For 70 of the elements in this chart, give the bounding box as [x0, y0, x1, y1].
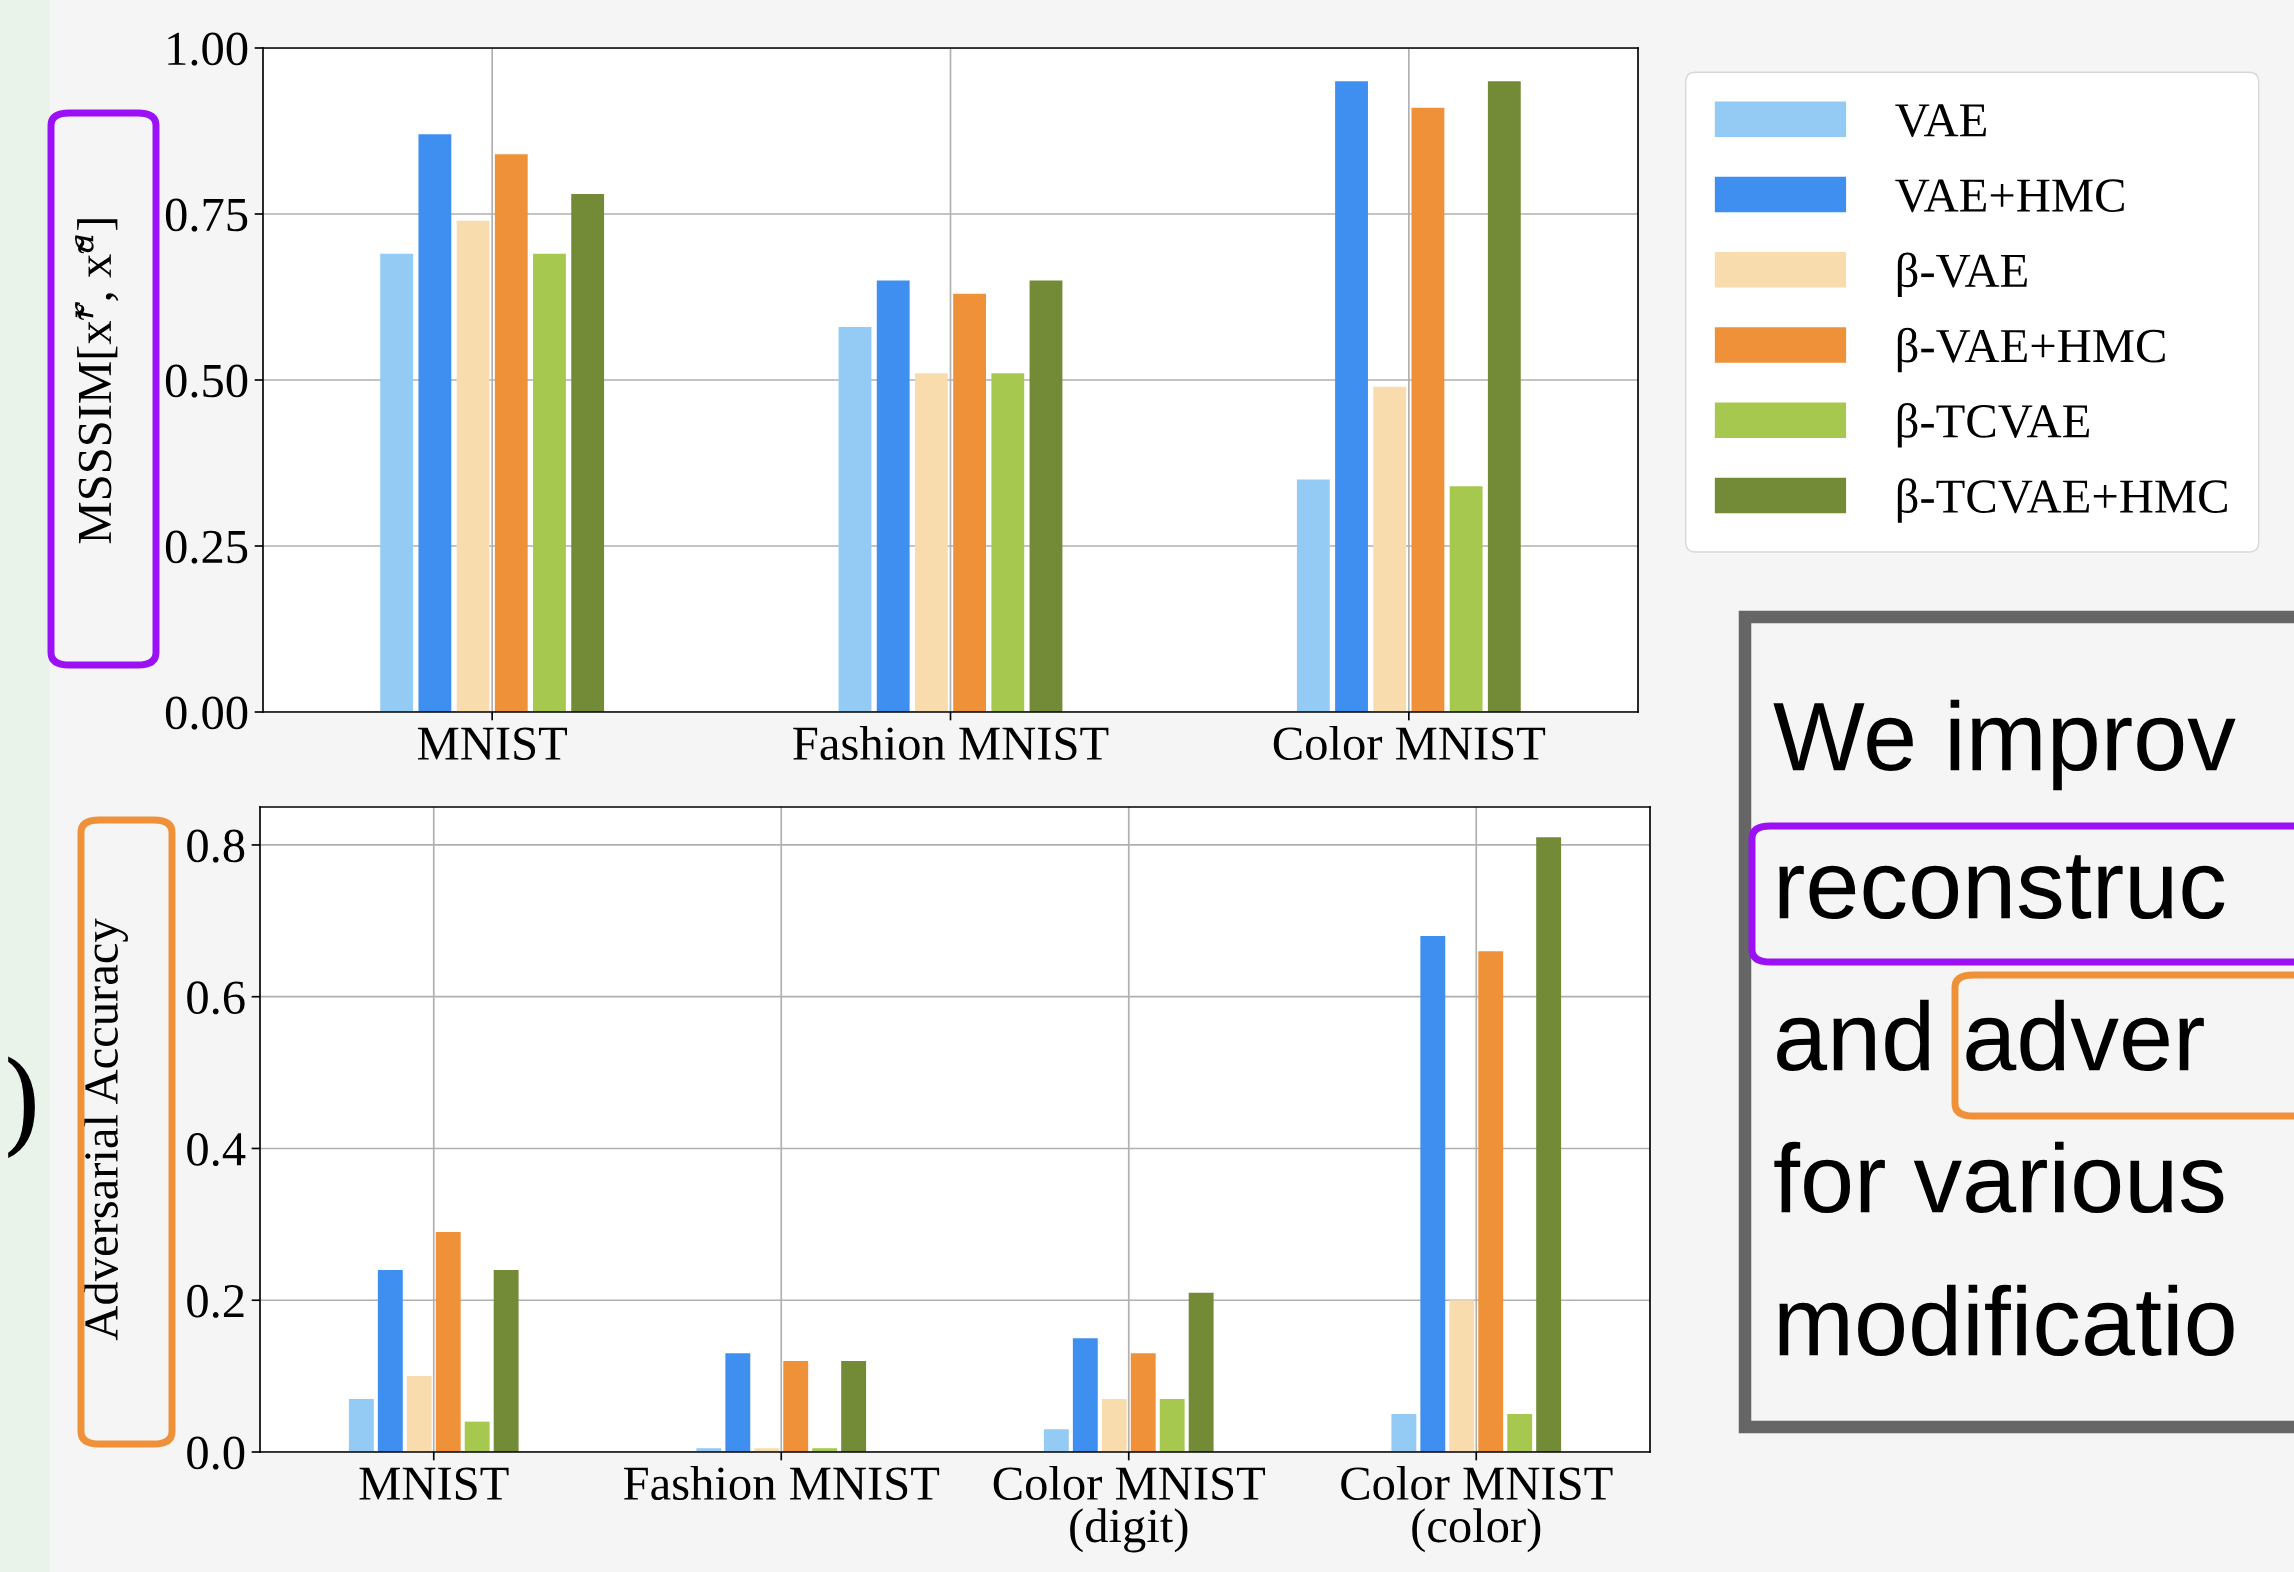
bar [493, 1269, 519, 1452]
bar [838, 326, 872, 712]
bar [435, 1231, 461, 1452]
text: reconstruc [1779, 855, 2225, 920]
text: ) [8, 1056, 35, 1159]
text: and adver [1777, 999, 2204, 1072]
y-tick-label: 0.75 [165, 198, 248, 232]
bar [377, 1269, 403, 1452]
y-tick-label: 0.00 [165, 696, 248, 730]
bar [783, 1360, 809, 1452]
bar [953, 293, 987, 712]
bar [1391, 1414, 1417, 1452]
bar [1449, 1300, 1475, 1452]
bar [1043, 1429, 1069, 1452]
text: modificatio [1779, 1284, 2234, 1357]
bar [494, 154, 528, 712]
bar [1296, 479, 1330, 712]
legend-label: β-TCVAE [1897, 403, 2089, 448]
y-tick-label: 0.8 [187, 829, 245, 863]
y-tick-label: 0.50 [165, 364, 248, 398]
x-tick-label: Color MNIST (color) [1341, 1465, 1613, 1553]
legend-label: VAE+HMC [1895, 179, 2124, 213]
legend-label: β-VAE+HMC [1897, 327, 2165, 373]
y-tick-label: 0.2 [187, 1284, 244, 1318]
y-tick-label: 0.6 [187, 981, 245, 1015]
y-tick-label: 1.00 [168, 32, 248, 66]
legend-label: β-TCVAE+HMC [1897, 478, 2227, 523]
legend-label: β-VAE [1897, 252, 2027, 298]
bar [1188, 1292, 1214, 1452]
bar [1478, 951, 1504, 1452]
x-tick-label: MNIST [359, 1467, 509, 1501]
x-tick-label: Fashion MNIST [793, 725, 1109, 761]
bar [1335, 81, 1368, 712]
text: We improv [1773, 699, 2236, 791]
bar [914, 373, 948, 712]
x-tick-label: Color MNIST (digit) [993, 1465, 1266, 1553]
legend-label: VAE [1895, 104, 1986, 137]
x-tick-label: Fashion MNIST [623, 1465, 940, 1501]
bar [1130, 1353, 1156, 1452]
bar [1507, 1414, 1533, 1452]
y-axis-title: Adversarial Accuracy [83, 918, 128, 1341]
x-tick-label: Color MNIST [1273, 725, 1546, 761]
bar [1449, 486, 1483, 712]
bar [464, 1421, 490, 1452]
bar [1411, 107, 1445, 712]
y-tick-label: 0.4 [187, 1133, 246, 1167]
y-axis-title: MSSSIM[x̃$^{r}$, x̃$^{a}$] [75, 219, 119, 544]
bar [1487, 81, 1521, 712]
bar [1159, 1398, 1185, 1452]
y-tick-label: 0.25 [165, 530, 248, 564]
bar [991, 373, 1025, 712]
bar [571, 194, 605, 712]
bar [456, 220, 490, 712]
bar [348, 1398, 374, 1452]
x-tick-label: MNIST [417, 727, 567, 761]
bar [1536, 837, 1562, 1452]
bar [1072, 1338, 1098, 1452]
bar [533, 253, 566, 712]
bar [418, 134, 452, 712]
bar [1420, 936, 1446, 1452]
bar [1029, 280, 1063, 712]
bar [1373, 386, 1407, 712]
bar [380, 253, 414, 712]
bar [406, 1376, 432, 1452]
bar [725, 1353, 751, 1452]
text: for various [1774, 1141, 2224, 1214]
bar [876, 280, 910, 712]
y-tick-label: 0.0 [187, 1436, 245, 1470]
bar [1101, 1398, 1127, 1452]
bar [841, 1360, 867, 1452]
